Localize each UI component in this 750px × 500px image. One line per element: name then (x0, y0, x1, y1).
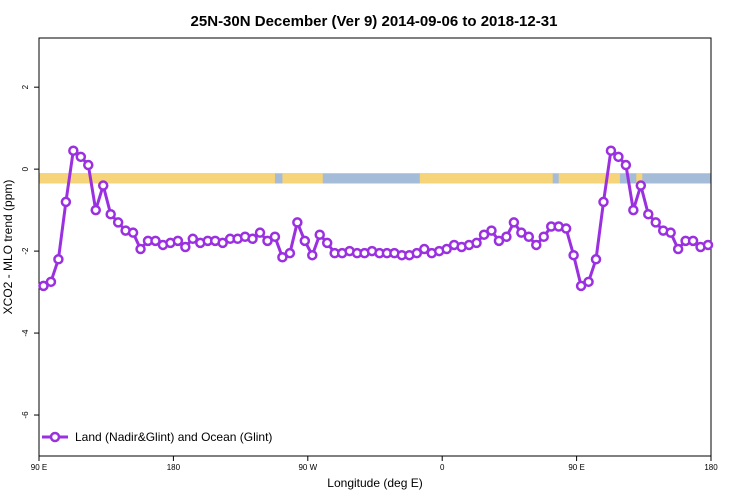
data-point (583, 276, 594, 288)
data-point (672, 243, 684, 255)
land-band-segment (636, 173, 643, 184)
land-band-segment (282, 173, 323, 184)
data-point (628, 204, 639, 216)
data-point (643, 208, 654, 220)
data-point (299, 235, 311, 247)
y-tick-label: 0 (21, 166, 30, 171)
x-tick-label: 90 W (298, 463, 317, 472)
data-point (635, 180, 647, 191)
data-point (590, 254, 602, 265)
data-point (575, 280, 587, 292)
data-point (97, 180, 109, 191)
legend-label: Land (Nadir&Glint) and Ocean (Glint) (75, 430, 272, 444)
data-point (538, 231, 549, 243)
x-axis: 90 E 180 90 W 0 90 E 180 (31, 456, 718, 472)
data-point (471, 237, 482, 249)
ocean-band (39, 173, 711, 184)
data-point (501, 231, 512, 243)
data-point (665, 227, 676, 238)
data-point (247, 233, 258, 245)
legend-marker (49, 431, 61, 443)
y-tick-label: -2 (21, 247, 30, 255)
chart-title: 25N-30N December (Ver 9) 2014-09-06 to 2… (191, 13, 558, 30)
y-tick-label: -6 (21, 411, 30, 419)
data-point (613, 151, 624, 163)
data-point (419, 243, 430, 255)
legend: Land (Nadir&Glint) and Ocean (Glint) (42, 430, 272, 444)
data-point (531, 239, 542, 251)
data-point (284, 247, 296, 259)
data-point (516, 227, 527, 238)
data-point (523, 231, 535, 243)
data-point (598, 196, 609, 208)
data-point (68, 145, 79, 156)
data-point (620, 159, 632, 171)
data-point (568, 249, 579, 261)
data-point (508, 217, 520, 228)
y-tick-label: -4 (21, 329, 30, 337)
data-point (307, 249, 318, 261)
data-point (112, 217, 124, 228)
data-point (605, 145, 617, 156)
x-tick-label: 90 E (31, 463, 47, 472)
data-point (560, 223, 572, 234)
data-point (83, 159, 94, 171)
data-point (53, 254, 64, 265)
y-tick-label: 2 (21, 84, 30, 89)
data-point (172, 235, 184, 247)
data-point (687, 235, 699, 247)
land-band-segment (558, 173, 620, 184)
land-band-segment (419, 173, 553, 184)
land-band-segment (39, 173, 275, 184)
x-tick-label: 90 E (568, 463, 584, 472)
data-point (486, 225, 497, 236)
data-point (269, 231, 281, 243)
series-line (42, 149, 709, 288)
data-point (650, 217, 661, 228)
y-axis-label: XCO2 - MLO trend (ppm) (1, 180, 15, 315)
data-point (321, 237, 333, 249)
data-point (60, 196, 72, 208)
data-point (277, 251, 288, 263)
data-point (75, 151, 87, 163)
data-point (187, 233, 199, 245)
data-point (441, 243, 452, 255)
data-point (262, 235, 273, 247)
data-point (411, 247, 423, 259)
data-point (314, 229, 325, 240)
data-point (180, 241, 191, 253)
y-axis: 2 0 -2 -4 -6 (21, 84, 39, 419)
data-point (702, 239, 714, 251)
data-point (478, 229, 490, 240)
data-point (127, 227, 139, 238)
data-point (135, 243, 146, 255)
data-point (38, 280, 49, 292)
data-point (150, 235, 161, 247)
data-point (292, 217, 303, 228)
x-tick-label: 0 (440, 463, 445, 472)
x-tick-label: 180 (167, 463, 181, 472)
land-ocean-band (39, 173, 711, 184)
data-point (254, 227, 266, 238)
x-axis-label: Longitude (deg E) (327, 476, 422, 490)
data-point (217, 237, 228, 249)
x-tick-label: 180 (704, 463, 718, 472)
data-point (90, 204, 101, 216)
series-layer (38, 145, 714, 292)
data-point (493, 235, 505, 247)
data-point (45, 276, 57, 288)
data-point (105, 208, 116, 220)
